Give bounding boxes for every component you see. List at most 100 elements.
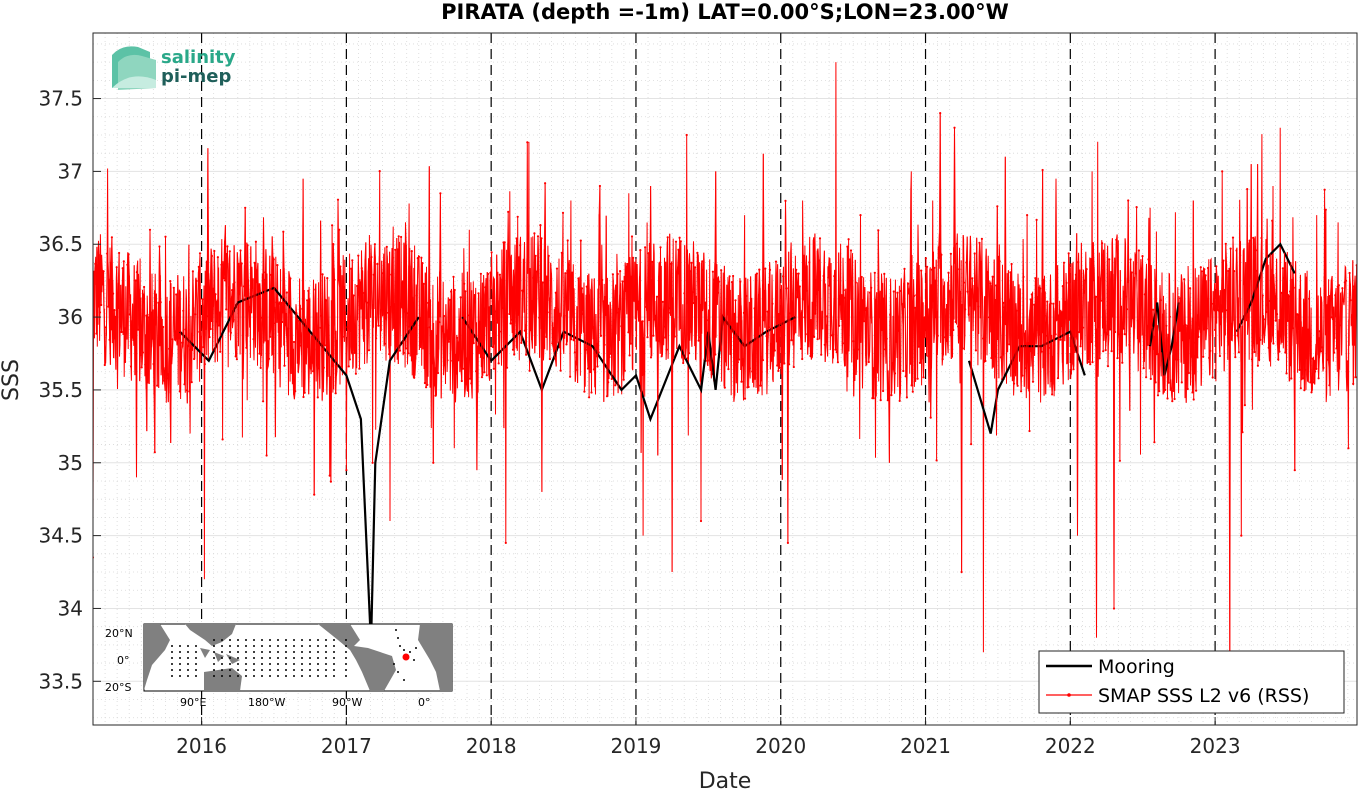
array-mooring-dot [261, 657, 263, 659]
array-mooring-dot [345, 651, 347, 653]
array-mooring-dot [195, 675, 197, 677]
array-mooring-dot [317, 657, 319, 659]
smap-point [1302, 377, 1305, 380]
smap-point [347, 365, 350, 368]
array-mooring-dot [179, 663, 181, 665]
array-mooring-dot [187, 651, 189, 653]
smap-point [376, 262, 379, 266]
array-mooring-dot [221, 663, 223, 665]
inset-map: 20°N 0° 20°S 90°E 180°W 90°W 0° [105, 623, 453, 709]
smap-point [1066, 361, 1069, 364]
array-mooring-dot [293, 663, 295, 665]
smap-point [209, 327, 212, 331]
array-mooring-dot [345, 669, 347, 671]
array-mooring-dot [213, 663, 215, 665]
smap-point [231, 289, 234, 292]
smap-point [918, 361, 922, 364]
smap-point [1252, 236, 1255, 239]
smap-point [435, 334, 438, 337]
smap-point [1052, 302, 1055, 305]
array-mooring-dot [301, 639, 303, 641]
smap-point [740, 380, 743, 383]
smap-point [169, 280, 172, 283]
smap-point [492, 367, 495, 370]
smap-point [466, 389, 469, 392]
array-mooring-dot [269, 669, 271, 671]
smap-point [385, 245, 388, 248]
smap-series-overlay [93, 113, 1357, 667]
smap-point [1028, 429, 1031, 433]
landmass-africa-west [144, 624, 170, 690]
array-mooring-dot [317, 645, 319, 647]
inset-lat-label-20n: 20°N [105, 627, 133, 640]
smap-point [949, 252, 953, 255]
selected-mooring-marker [402, 653, 410, 661]
legend-label-smap: SMAP SSS L2 v6 (RSS) [1098, 685, 1309, 707]
smap-point [452, 275, 455, 278]
smap-point [442, 314, 446, 318]
array-mooring-dot [309, 651, 311, 653]
smap-point [883, 272, 886, 275]
array-mooring-dot [187, 663, 189, 665]
array-mooring-dot [221, 651, 223, 653]
array-mooring-dot [237, 663, 239, 665]
array-mooring-dot [333, 663, 335, 665]
smap-point [423, 381, 426, 385]
smap-point [1118, 459, 1121, 462]
smap-point [621, 280, 624, 283]
array-mooring-dot [221, 669, 223, 671]
smap-point [388, 353, 391, 356]
smap-point [345, 469, 348, 472]
array-mooring-dot [345, 645, 347, 647]
smap-point [1237, 351, 1240, 354]
array-mooring-dot [171, 675, 173, 677]
smap-point [914, 306, 917, 309]
smap-point [404, 347, 407, 350]
smap-point [302, 395, 305, 399]
array-mooring-dot [285, 675, 287, 677]
smap-point [1166, 397, 1169, 400]
smap-point [714, 353, 717, 356]
array-mooring-dot [325, 669, 327, 671]
smap-point [916, 377, 919, 380]
array-mooring-dot [179, 651, 181, 653]
smap-point [533, 232, 536, 235]
smap-point [1009, 271, 1012, 274]
smap-point [497, 362, 500, 365]
smap-point [699, 519, 703, 523]
smap-point [357, 254, 360, 257]
x-tick-label: 2020 [755, 734, 806, 758]
smap-point [971, 277, 974, 280]
y-tick-label: 34 [58, 596, 83, 620]
array-mooring-dot [253, 651, 255, 653]
array-mooring-dot [237, 675, 239, 677]
smap-point [759, 384, 762, 387]
smap-point [1290, 377, 1293, 380]
smap-point [873, 271, 876, 274]
array-mooring-dot [285, 651, 287, 653]
smap-point [1221, 170, 1224, 173]
array-mooring-dot [277, 675, 279, 677]
wave-logo-icon [112, 46, 156, 90]
array-mooring-dot [293, 657, 295, 659]
array-mooring-dot [195, 645, 197, 647]
array-mooring-dot [229, 675, 231, 677]
array-mooring-dot [345, 657, 347, 659]
smap-point [1030, 293, 1033, 296]
landmass-australia [204, 668, 242, 691]
smap-point [1180, 381, 1183, 384]
smap-point [1192, 398, 1195, 401]
landmass-americas [318, 624, 396, 691]
array-mooring-dot [171, 651, 173, 653]
array-mooring-dot [293, 645, 295, 647]
array-mooring-dot [179, 669, 181, 671]
array-mooring-dot [309, 645, 311, 647]
array-mooring-dot [301, 669, 303, 671]
smap-point [761, 359, 765, 362]
array-mooring-dot [261, 669, 263, 671]
smap-point [1187, 371, 1190, 375]
smap-point [1299, 387, 1302, 390]
array-mooring-dot [237, 645, 239, 647]
array-mooring-dot [213, 651, 215, 653]
array-mooring-dot [397, 671, 399, 673]
